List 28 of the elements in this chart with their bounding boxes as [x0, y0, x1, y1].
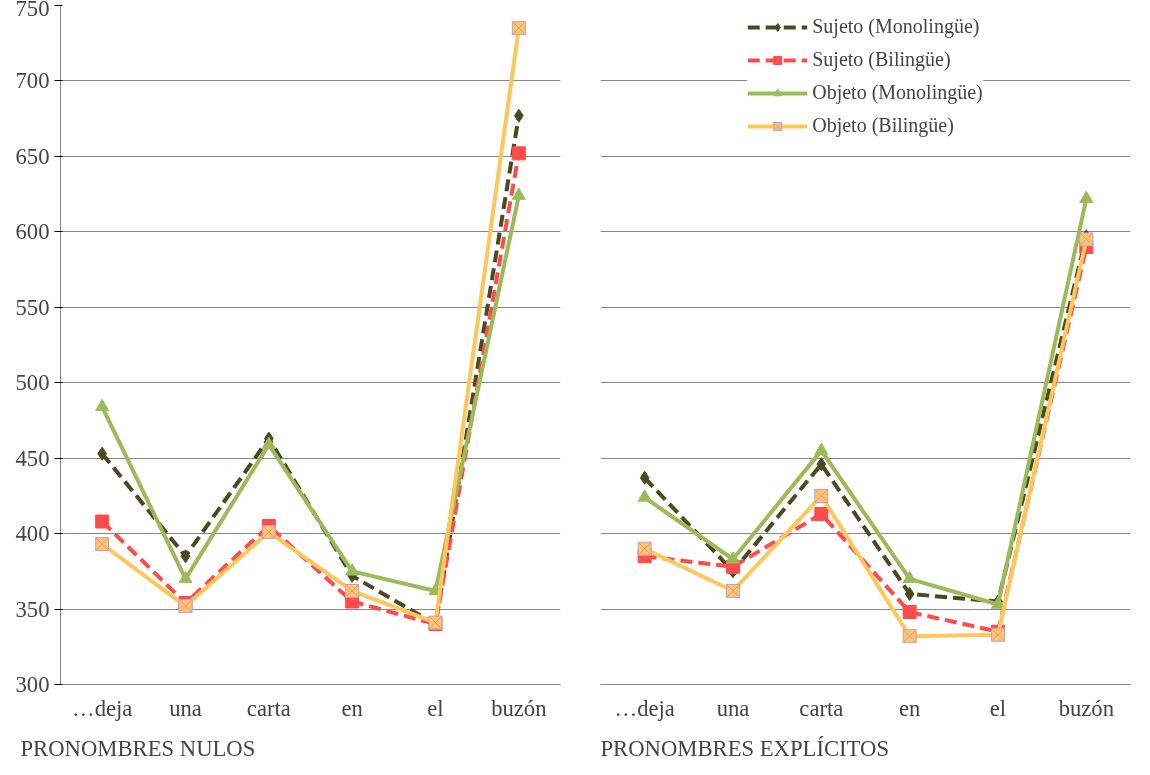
- y-tick-label: 350: [15, 596, 50, 622]
- y-tick-label: 400: [15, 521, 50, 547]
- y-tick-label: 600: [15, 219, 50, 245]
- legend-label: Objeto (Bilingüe): [812, 114, 954, 137]
- legend-label: Sujeto (Bilingüe): [812, 48, 951, 71]
- x-tick-label: …deja: [71, 695, 133, 721]
- x-tick-label: buzón: [1058, 695, 1115, 721]
- x-axis-title: PRONOMBRES EXPLÍCITOS: [600, 735, 890, 761]
- y-tick-label: 700: [15, 68, 50, 94]
- legend-label: Objeto (Monolingüe): [812, 81, 983, 104]
- legend-label: Sujeto (Monolingüe): [812, 15, 980, 38]
- y-tick-label: 750: [15, 0, 50, 21]
- x-tick-label: carta: [246, 695, 291, 721]
- x-tick-label: una: [716, 695, 750, 721]
- x-tick-label: el: [989, 695, 1007, 721]
- x-tick-label: una: [169, 695, 202, 721]
- y-tick-label: 450: [15, 445, 50, 471]
- y-tick-label: 300: [15, 672, 50, 697]
- x-axis-title: PRONOMBRES NULOS: [20, 735, 256, 761]
- y-tick-label: 650: [15, 143, 50, 169]
- x-tick-label: buzón: [491, 695, 547, 721]
- x-tick-label: en: [898, 695, 921, 721]
- y-tick-label: 550: [15, 294, 50, 320]
- x-tick-label: carta: [799, 695, 844, 721]
- x-tick-label: en: [341, 695, 363, 721]
- x-tick-label: …deja: [614, 695, 675, 721]
- x-tick-label: el: [427, 695, 444, 721]
- y-tick-label: 500: [15, 370, 50, 396]
